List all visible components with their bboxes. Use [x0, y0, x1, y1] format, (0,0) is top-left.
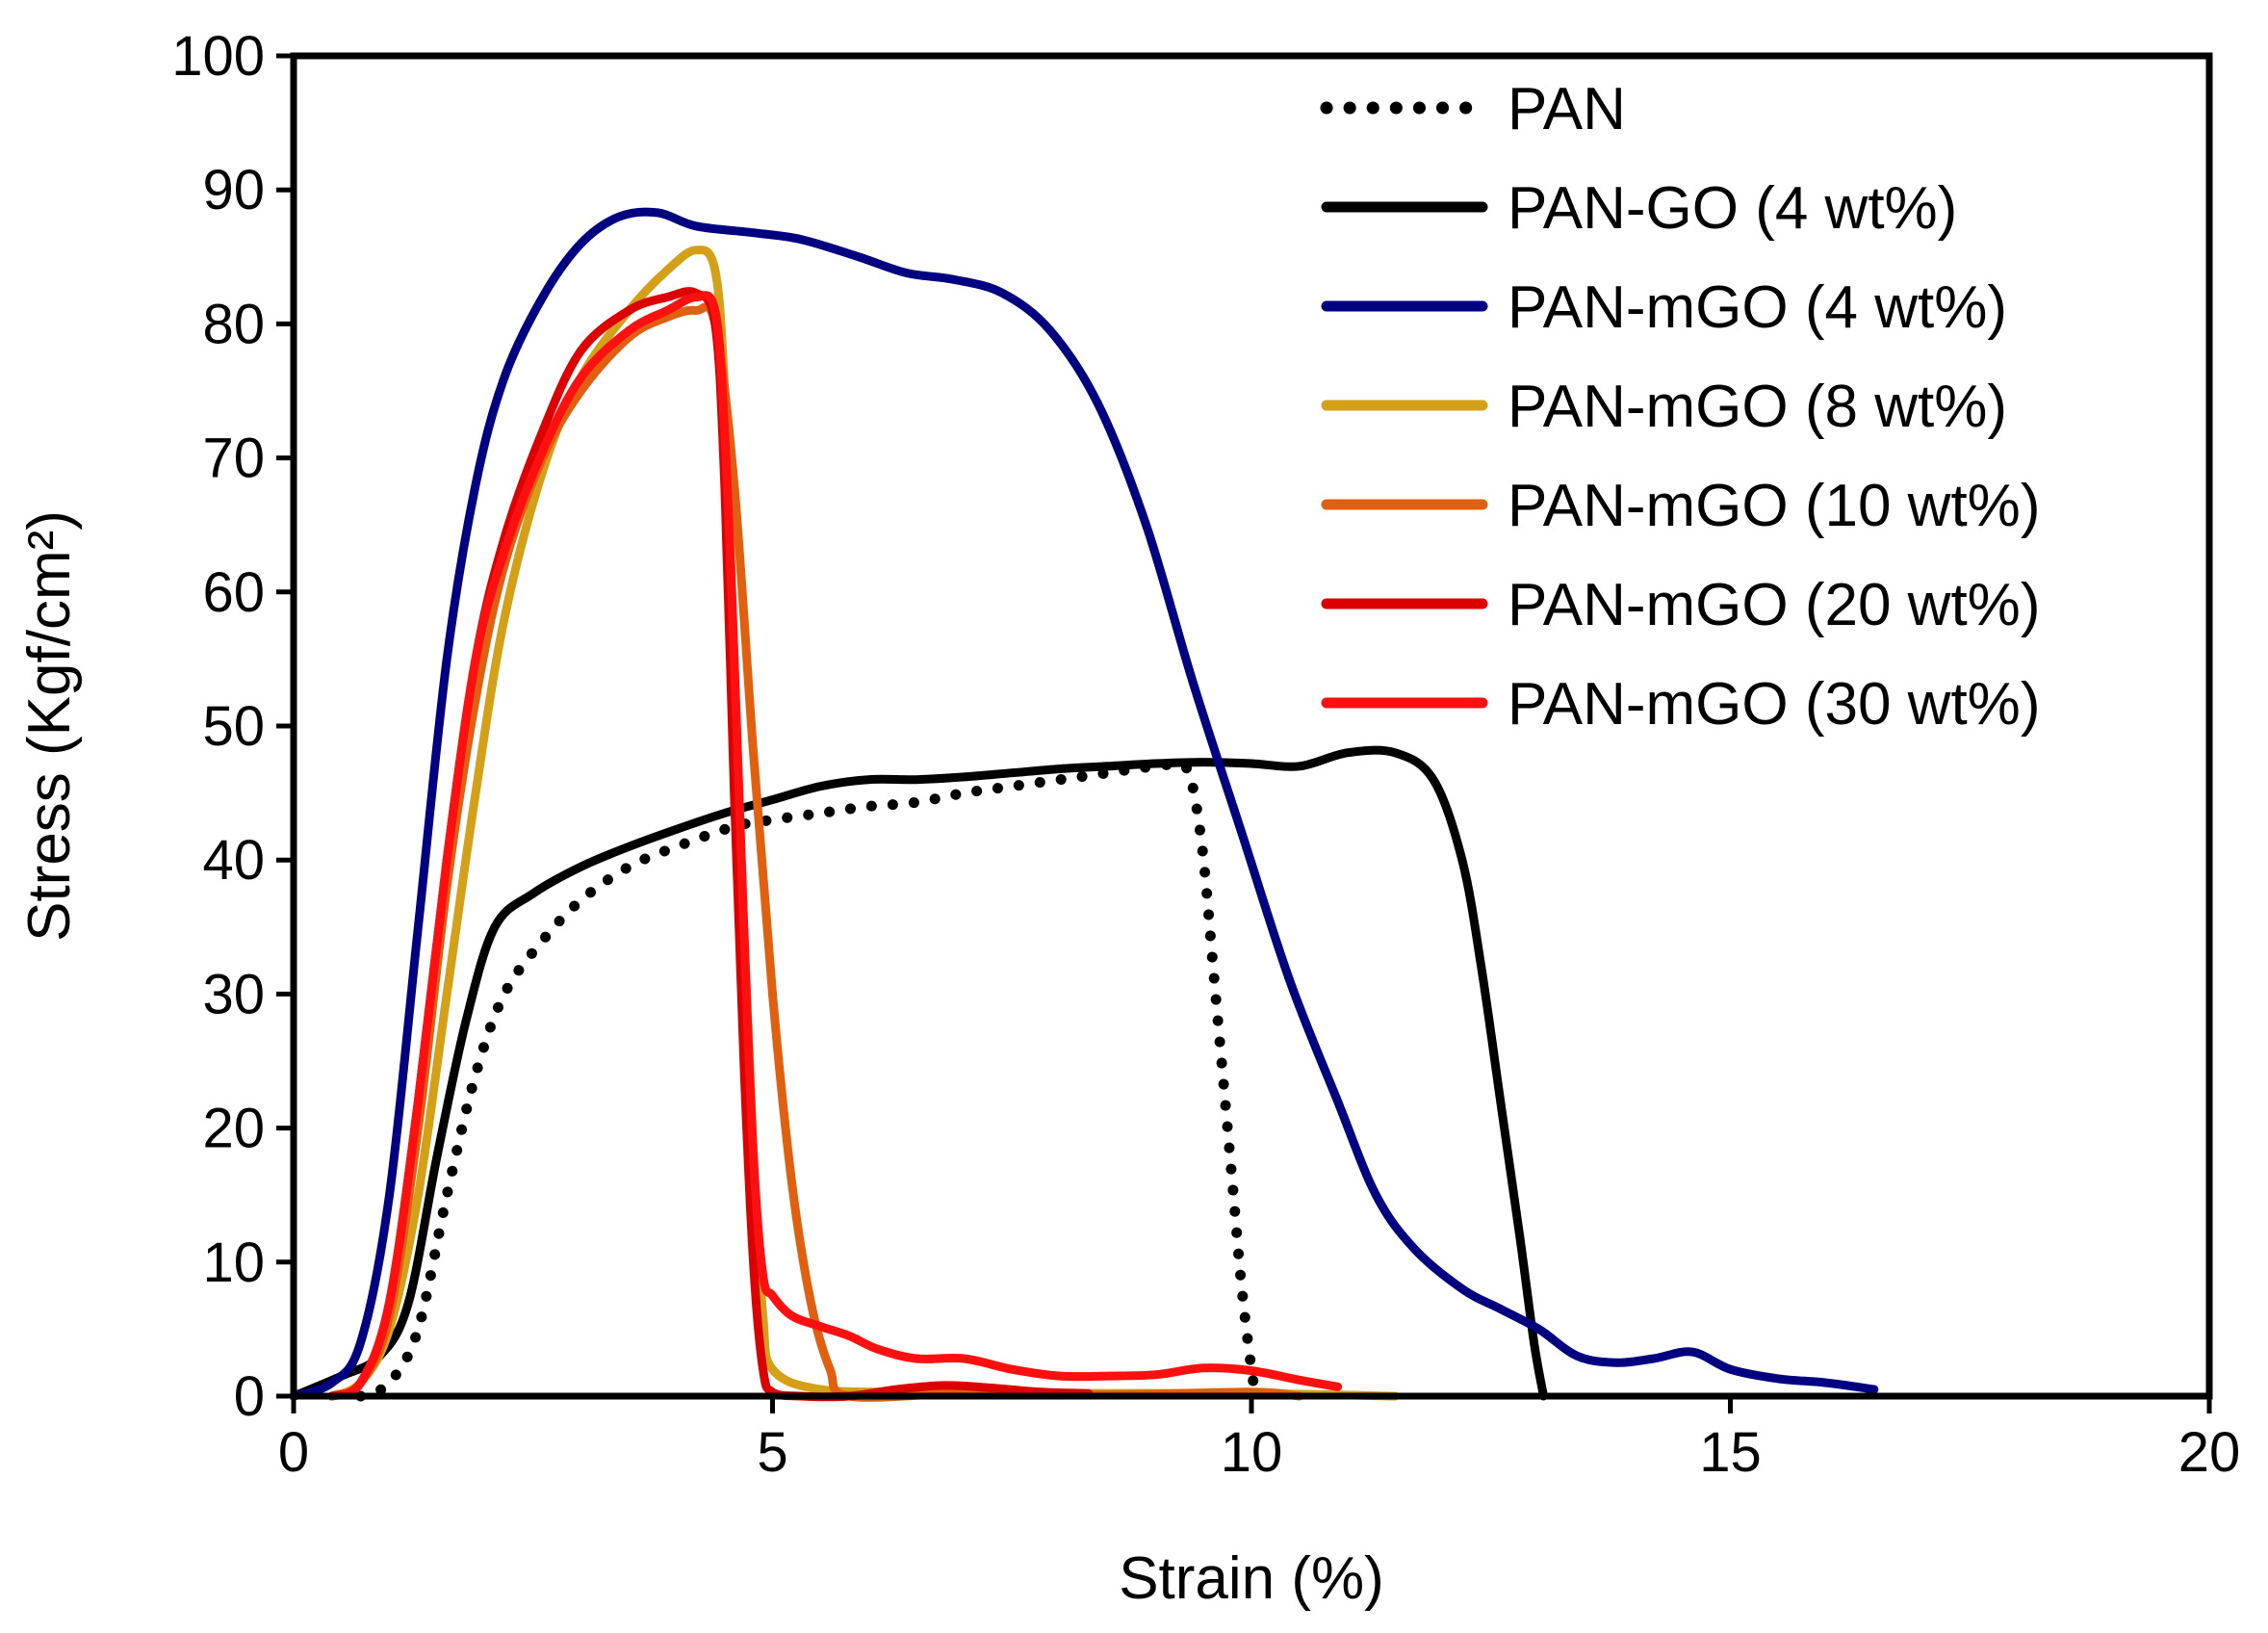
legend-label-pan-mgo-10-wt: PAN-mGO (10 wt%): [1508, 473, 2040, 539]
y-tick-label: 90: [202, 159, 265, 221]
legend-label-pan-mgo-20-wt: PAN-mGO (20 wt%): [1508, 572, 2040, 638]
legend-label-pan-mgo-4-wt: PAN-mGO (4 wt%): [1508, 274, 2007, 341]
y-tick-label: 0: [234, 1365, 265, 1428]
x-axis-title: Strain (%): [1119, 1545, 1384, 1612]
series-line-pan-mgo-30-wt: [327, 291, 1343, 1401]
y-tick-label: 70: [202, 428, 265, 490]
y-tick-label: 20: [202, 1098, 265, 1160]
y-axis-ticks: 0 10 20 30 40 50 60 70 80 90 100: [171, 25, 294, 1428]
x-tick-label: 5: [757, 1421, 787, 1484]
y-tick-label: 80: [202, 293, 265, 355]
x-tick-label: 0: [278, 1421, 309, 1484]
legend-label-pan-go-4-wt: PAN-GO (4 wt%): [1508, 175, 1957, 242]
x-tick-label: 10: [1221, 1421, 1283, 1484]
y-axis-title: Stress (Kgf/cm²): [16, 510, 83, 942]
x-tick-label: 20: [2178, 1421, 2241, 1484]
y-tick-label: 50: [202, 695, 265, 758]
series-line-pan-go-4-wt: [289, 745, 1548, 1401]
legend: PAN PAN-GO (4 wt%) PAN-mGO (4 wt%) PAN-mGO …: [1320, 76, 2040, 738]
series-line-pan: [355, 758, 1262, 1402]
series-line-pan-mgo-4-wt: [289, 207, 1879, 1401]
y-tick-label: 100: [171, 25, 265, 88]
y-tick-label: 10: [202, 1231, 265, 1294]
legend-label-pan: PAN: [1508, 76, 1626, 143]
legend-label-pan-mgo-8-wt: PAN-mGO (8 wt%): [1508, 374, 2007, 440]
y-tick-label: 40: [202, 829, 265, 892]
y-tick-label: 60: [202, 561, 265, 624]
x-tick-label: 15: [1699, 1421, 1762, 1484]
legend-label-pan-mgo-30-wt: PAN-mGO (30 wt%): [1508, 671, 2040, 738]
y-tick-label: 30: [202, 963, 265, 1025]
x-axis-ticks: 0 5 10 15 20: [278, 1396, 2240, 1484]
